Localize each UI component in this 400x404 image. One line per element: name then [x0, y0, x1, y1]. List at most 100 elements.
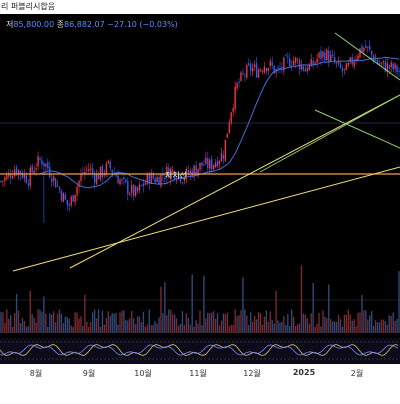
candle-body	[371, 50, 373, 55]
volume-bar	[173, 314, 176, 333]
time-axis[interactable]	[0, 364, 400, 400]
candle-body	[218, 160, 221, 165]
volume-bar	[306, 318, 308, 333]
candle-body	[222, 155, 225, 159]
volume-bar	[244, 309, 246, 333]
volume-bar	[52, 311, 55, 333]
volume-bar	[136, 316, 139, 333]
volume-bar	[12, 326, 14, 333]
candle-body	[43, 162, 45, 167]
volume-bar	[8, 318, 10, 333]
candle-body	[359, 48, 361, 58]
candle-body	[392, 63, 394, 70]
volume-bar	[92, 312, 94, 333]
candle-body	[183, 178, 186, 181]
candle-body	[154, 178, 156, 183]
x-tick-feb: 2월	[350, 369, 364, 378]
volume-bar	[191, 274, 193, 333]
candle-body	[347, 63, 349, 66]
candle-body	[257, 69, 260, 78]
volume-bar	[382, 319, 385, 333]
candle-body	[195, 165, 197, 175]
volume-bar	[322, 310, 324, 333]
candle-body	[211, 159, 213, 170]
volume-bar	[267, 321, 269, 333]
volume-bar	[97, 309, 100, 333]
volume-bar	[101, 310, 104, 333]
volume-bar	[146, 324, 148, 333]
volume-bar	[111, 313, 113, 333]
candle-body	[193, 165, 195, 177]
candle-body	[93, 173, 96, 183]
volume-bar	[357, 312, 359, 333]
volume-bar	[291, 309, 293, 333]
volume-bar	[121, 310, 123, 333]
volume-bar	[64, 316, 67, 333]
volume-bar	[164, 282, 166, 333]
drawings[interactable]	[0, 32, 400, 272]
candle-body	[47, 162, 49, 169]
volume-bar	[310, 313, 312, 333]
volume-bar	[384, 321, 387, 333]
volume-bar	[62, 323, 65, 333]
candle-body	[80, 174, 82, 181]
candle-body	[316, 58, 318, 63]
volume-bar	[131, 310, 133, 333]
candle-body	[281, 66, 283, 69]
candle-body	[380, 62, 383, 64]
volume-bar	[129, 317, 131, 333]
oscillator-background	[0, 338, 400, 364]
volume-bar	[113, 313, 115, 333]
candle-body	[246, 65, 248, 78]
candle-body	[13, 169, 16, 177]
volume-bar	[326, 318, 328, 333]
volume-bar	[222, 313, 225, 333]
candle-body	[111, 170, 113, 173]
candle-body	[326, 49, 328, 61]
support-line-label: 지지선	[165, 171, 187, 180]
volume-bar	[292, 316, 295, 333]
volume-bar	[304, 314, 307, 333]
candle-body	[66, 199, 68, 206]
candle-body	[166, 166, 168, 178]
candle-body	[70, 196, 72, 206]
volume-bar	[374, 320, 377, 333]
volume-bar	[109, 315, 111, 333]
candle-body	[306, 67, 308, 72]
candle-body	[374, 59, 377, 61]
ma-line	[39, 56, 400, 189]
volume-bar	[337, 314, 340, 333]
volume-bars	[0, 265, 400, 333]
volume-bar	[353, 319, 355, 333]
volume-bar	[252, 321, 254, 333]
volume-bar	[263, 316, 266, 333]
candle-body	[328, 50, 330, 63]
candle-body	[39, 158, 41, 161]
moving-average	[39, 56, 400, 189]
volume-bar	[93, 309, 96, 333]
candle-body	[279, 67, 281, 69]
volume-bar	[123, 310, 125, 333]
candle-body	[337, 62, 340, 64]
candle-body	[58, 187, 61, 191]
volume-bar	[166, 315, 168, 333]
candle-body	[10, 174, 12, 178]
candle-body	[330, 54, 332, 62]
candle-body	[353, 61, 355, 67]
volume-bar	[154, 321, 156, 333]
volume-bar	[257, 312, 260, 333]
volume-bar	[156, 323, 158, 333]
volume-bar	[115, 313, 117, 333]
candle-body	[394, 63, 396, 69]
symbol-title: 리 퍼블리시합음	[1, 2, 56, 11]
volume-bar	[43, 296, 45, 333]
candle-body	[304, 69, 307, 72]
volume-bar	[238, 315, 240, 333]
candle-body	[203, 164, 205, 166]
volume-bar	[103, 324, 106, 333]
title-bar: 리 퍼블리시합음	[0, 0, 400, 14]
volume-bar	[19, 323, 22, 333]
volume-bar	[76, 312, 78, 333]
